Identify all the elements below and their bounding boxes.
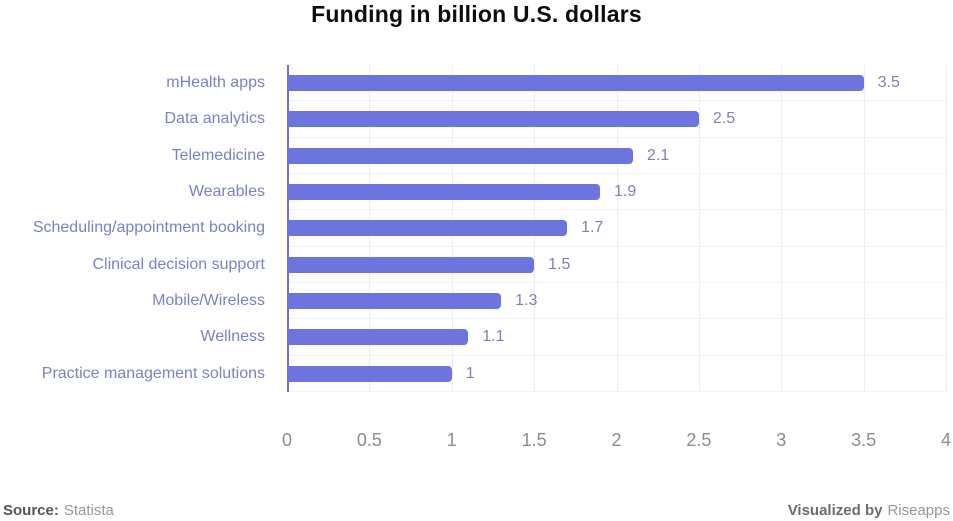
- bar: [287, 365, 452, 382]
- x-tick-label: 3: [776, 430, 787, 450]
- x-tick-label: 1.5: [521, 430, 547, 450]
- bar-chart: mHealth apps 3.5 Data analytics 2.5 Telemedi…: [0, 65, 953, 392]
- bar: [287, 147, 633, 164]
- gridline-vertical: [781, 65, 783, 392]
- bar: [287, 329, 469, 346]
- value-label: 1.5: [548, 255, 571, 273]
- category-label: Data analytics: [164, 110, 266, 128]
- category-label: Wellness: [200, 328, 265, 346]
- chart-title: Funding in billion U.S. dollars: [311, 1, 642, 27]
- row-boundary-line: [287, 209, 946, 211]
- bar: [287, 256, 535, 273]
- chart-row: mHealth apps 3.5: [0, 65, 953, 101]
- value-label: 1.7: [581, 219, 604, 237]
- value-label: 2.1: [646, 146, 670, 164]
- x-tick-label: 0.5: [356, 430, 382, 450]
- bar-track: 2.1: [287, 138, 946, 174]
- bar-track: 1.5: [287, 247, 946, 283]
- value-label: 1.1: [482, 328, 505, 346]
- gridline-vertical: [698, 65, 700, 392]
- bar: [287, 293, 502, 310]
- x-tick-label: 1: [446, 430, 457, 450]
- source-credit: Source: Statista: [3, 502, 114, 519]
- bar: [287, 184, 601, 201]
- bar-track: 1: [287, 356, 946, 392]
- row-boundary-line: [287, 354, 946, 356]
- chart-row: Scheduling/appointment booking 1.7: [0, 210, 953, 246]
- row-boundary-line: [287, 245, 946, 247]
- x-tick-label: 3.5: [851, 430, 877, 450]
- row-boundary-line: [287, 100, 946, 102]
- bar-track: 1.1: [287, 319, 946, 355]
- bar: [287, 220, 568, 237]
- bar: [287, 75, 864, 92]
- x-tick-label: 2: [611, 430, 622, 450]
- row-boundary-line: [287, 173, 946, 174]
- bar: [287, 111, 699, 128]
- category-label: Wearables: [188, 183, 265, 201]
- x-tick-label: 4: [940, 430, 952, 450]
- row-boundary-line: [287, 391, 946, 392]
- row-boundary-line: [287, 318, 946, 320]
- visualized-label: Visualized by: [787, 502, 883, 519]
- bar-track: 1.7: [287, 210, 946, 246]
- row-boundary-line: [287, 282, 946, 283]
- footer: Source: Statista Visualized by Riseapps: [3, 502, 950, 519]
- chart-row: Practice management solutions 1: [0, 356, 953, 392]
- bar-track: 2.5: [287, 101, 946, 137]
- row-boundary-line: [287, 136, 946, 138]
- category-label: mHealth apps: [166, 74, 265, 92]
- value-label: 2.5: [712, 110, 736, 128]
- chart-rows: mHealth apps 3.5 Data analytics 2.5 Telemedi…: [0, 65, 953, 392]
- source-label: Source:: [3, 502, 59, 519]
- gridline-vertical: [863, 65, 865, 392]
- gridline-vertical: [946, 65, 947, 392]
- visualized-value: Riseapps: [887, 502, 950, 519]
- category-label: Mobile/Wireless: [152, 292, 265, 310]
- x-axis: 0 0.5 1 1.5 2 2.5 3 3.5 4: [282, 428, 951, 452]
- visualized-credit: Visualized by Riseapps: [788, 502, 950, 519]
- x-tick-label: 0: [281, 430, 293, 450]
- category-label: Clinical decision support: [92, 255, 265, 273]
- category-label: Practice management solutions: [41, 364, 265, 382]
- chart-row: Wellness 1.1: [0, 319, 953, 355]
- chart-row: Telemedicine 2.1: [0, 138, 953, 174]
- x-tick-label: 2.5: [686, 430, 712, 450]
- bar-track: 1.3: [287, 283, 946, 319]
- chart-row: Wearables 1.9: [0, 174, 953, 210]
- value-label: 1.3: [515, 292, 538, 310]
- gridline-vertical: [616, 65, 618, 392]
- value-label: 1: [465, 364, 475, 382]
- bar-track: 1.9: [287, 174, 946, 210]
- category-label: Telemedicine: [171, 146, 265, 164]
- source-value: Statista: [63, 502, 114, 519]
- chart-row: Clinical decision support 1.5: [0, 247, 953, 283]
- value-label: 1.9: [614, 183, 637, 201]
- category-label: Scheduling/appointment booking: [32, 219, 265, 237]
- value-label: 3.5: [877, 74, 900, 92]
- chart-row: Data analytics 2.5: [0, 101, 953, 137]
- bar-track: 3.5: [287, 65, 946, 101]
- chart-row: Mobile/Wireless 1.3: [0, 283, 953, 319]
